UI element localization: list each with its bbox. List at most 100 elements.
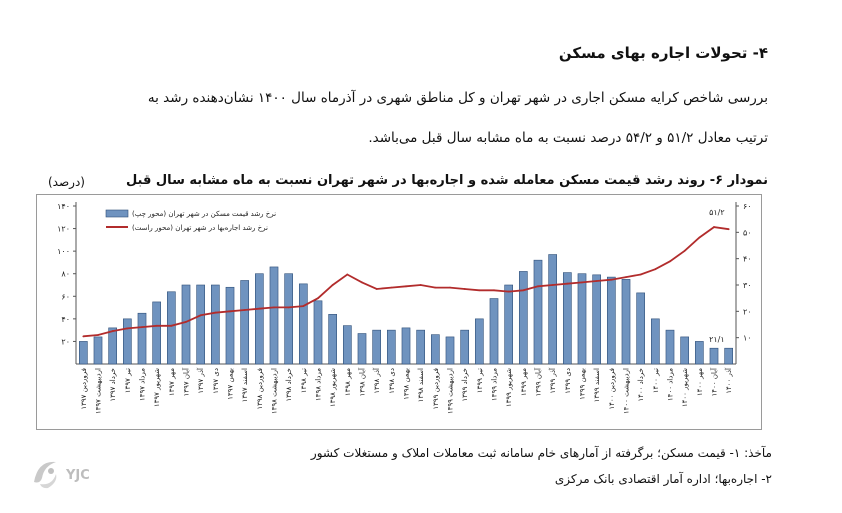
bar [518, 271, 528, 365]
x-tick-label: شهریور ۱۳۹۸ [329, 368, 337, 407]
x-tick-label: شهریور ۱۳۹۹ [505, 368, 513, 407]
x-tick-label: اردیبهشت ۱۳۹۷ [95, 368, 103, 414]
line-point [258, 307, 261, 310]
left-tick-label: ۱۴۰ [57, 202, 70, 211]
bar [211, 284, 220, 365]
left-tick-label: ۱۰۰ [57, 247, 70, 256]
line-point [537, 285, 539, 288]
x-tick-label: تیر ۱۳۹۸ [300, 368, 308, 393]
line-point [419, 284, 422, 286]
right-tick-label: ۶۰ [743, 202, 752, 211]
x-tick-label: مرداد ۱۴۰۰ [667, 368, 675, 401]
line-point [405, 285, 407, 288]
bar [123, 318, 132, 365]
bar [533, 259, 543, 365]
right-tick-label: ۲۰ [743, 307, 752, 316]
line-point [478, 289, 481, 292]
logo-text: YJC [65, 468, 90, 483]
bar [386, 329, 396, 365]
x-tick-label: فروردین ۱۳۹۷ [80, 368, 88, 410]
line-point [97, 334, 99, 336]
line-point [654, 268, 657, 271]
x-tick-label: آبان ۱۳۹۸ [358, 367, 367, 396]
x-tick-label: خرداد ۱۳۹۹ [461, 368, 469, 402]
line-point [170, 324, 173, 327]
bar [372, 329, 381, 365]
right-tick-label: ۵۰ [743, 228, 752, 237]
left-tick-label: ۲۰ [61, 337, 70, 346]
line-point [331, 284, 334, 286]
bar [298, 283, 308, 365]
x-tick-label: خرداد ۱۳۹۸ [285, 368, 293, 402]
bar [650, 318, 660, 365]
line-point [302, 305, 305, 307]
data-annotation: ۵۱/۲ [709, 208, 725, 217]
bar [357, 333, 367, 365]
bar [78, 341, 88, 365]
source-note-1: مآخذ: ۱- قیمت مسکن؛ برگرفته از آمارهای خ… [310, 446, 772, 460]
line-point [214, 311, 217, 314]
bar [694, 341, 704, 365]
line-point [522, 289, 525, 292]
x-tick-label: آبان ۱۳۹۷ [182, 367, 191, 396]
line-point [625, 276, 627, 278]
line-point [434, 286, 437, 289]
x-tick-label: شهریور ۱۳۹۷ [153, 368, 161, 407]
line-point [111, 330, 114, 332]
line-point [361, 281, 363, 284]
left-tick-label: ۱۲۰ [57, 225, 70, 234]
legend-label-price: نرخ رشد قیمت مسکن در شهر تهران (محور چپ) [132, 210, 276, 218]
x-tick-label: دی ۱۳۹۷ [212, 368, 220, 394]
x-tick-label: بهمن ۱۳۹۸ [403, 368, 411, 400]
bar [93, 336, 103, 365]
legend-swatch-bar [105, 209, 129, 218]
bar [548, 254, 558, 365]
bar [709, 347, 719, 365]
bar [680, 336, 690, 365]
x-tick-label: تیر ۱۳۹۷ [124, 368, 132, 393]
line-point [639, 273, 642, 276]
x-tick-label: مهر ۱۳۹۸ [344, 368, 352, 396]
left-tick-label: ۶۰ [61, 292, 70, 301]
x-tick-label: مهر ۱۳۹۹ [520, 368, 528, 396]
bar [474, 318, 484, 365]
line-point [698, 236, 701, 239]
x-tick-label: آبان ۱۳۹۹ [534, 367, 543, 396]
bar [665, 329, 675, 365]
legend-label-rent: نرخ رشد اجاره‌بها در شهر تهران (محور راس… [132, 224, 268, 232]
line-point [595, 280, 598, 282]
source-note-2: ۲- اجاره‌بها؛ اداره آمار اقتصادی بانک مر… [554, 472, 772, 486]
x-tick-label: شهریور ۱۴۰۰ [681, 368, 689, 407]
x-tick-label: دی ۱۳۹۸ [388, 368, 396, 394]
line-point [566, 282, 569, 285]
line-point [82, 335, 85, 338]
x-tick-label: مهر ۱۴۰۰ [696, 368, 704, 396]
x-tick-label: تیر ۱۴۰۰ [652, 368, 660, 393]
unit-label: (درصد) [48, 175, 85, 189]
x-tick-label: تیر ۱۳۹۹ [476, 368, 484, 393]
bar [636, 292, 646, 365]
line-point [727, 228, 730, 231]
line-point [287, 306, 290, 309]
x-tick-label: فروردین ۱۴۰۰ [608, 368, 616, 410]
x-tick-label: مرداد ۱۳۹۹ [491, 368, 499, 401]
line-point [463, 288, 466, 290]
bar [181, 284, 191, 365]
x-tick-label: بهمن ۱۳۹۹ [579, 368, 587, 400]
bar [225, 286, 235, 365]
bar [430, 334, 440, 365]
line-point [375, 288, 378, 290]
x-tick-label: فروردین ۱۳۹۸ [256, 368, 264, 410]
line-point [551, 284, 554, 286]
bar [460, 329, 469, 365]
line-point [669, 260, 671, 263]
bar [489, 298, 499, 365]
logo-icon: YJC [34, 461, 90, 489]
x-tick-label: آذر ۱۳۹۹ [548, 367, 557, 394]
bar [562, 272, 572, 365]
x-tick-label: فروردین ۱۳۹۹ [432, 368, 440, 410]
left-tick-label: ۸۰ [61, 270, 70, 279]
yjc-logo: YJC [30, 452, 110, 496]
right-tick-label: ۱۰ [743, 334, 752, 343]
right-tick-label: ۴۰ [743, 255, 752, 264]
